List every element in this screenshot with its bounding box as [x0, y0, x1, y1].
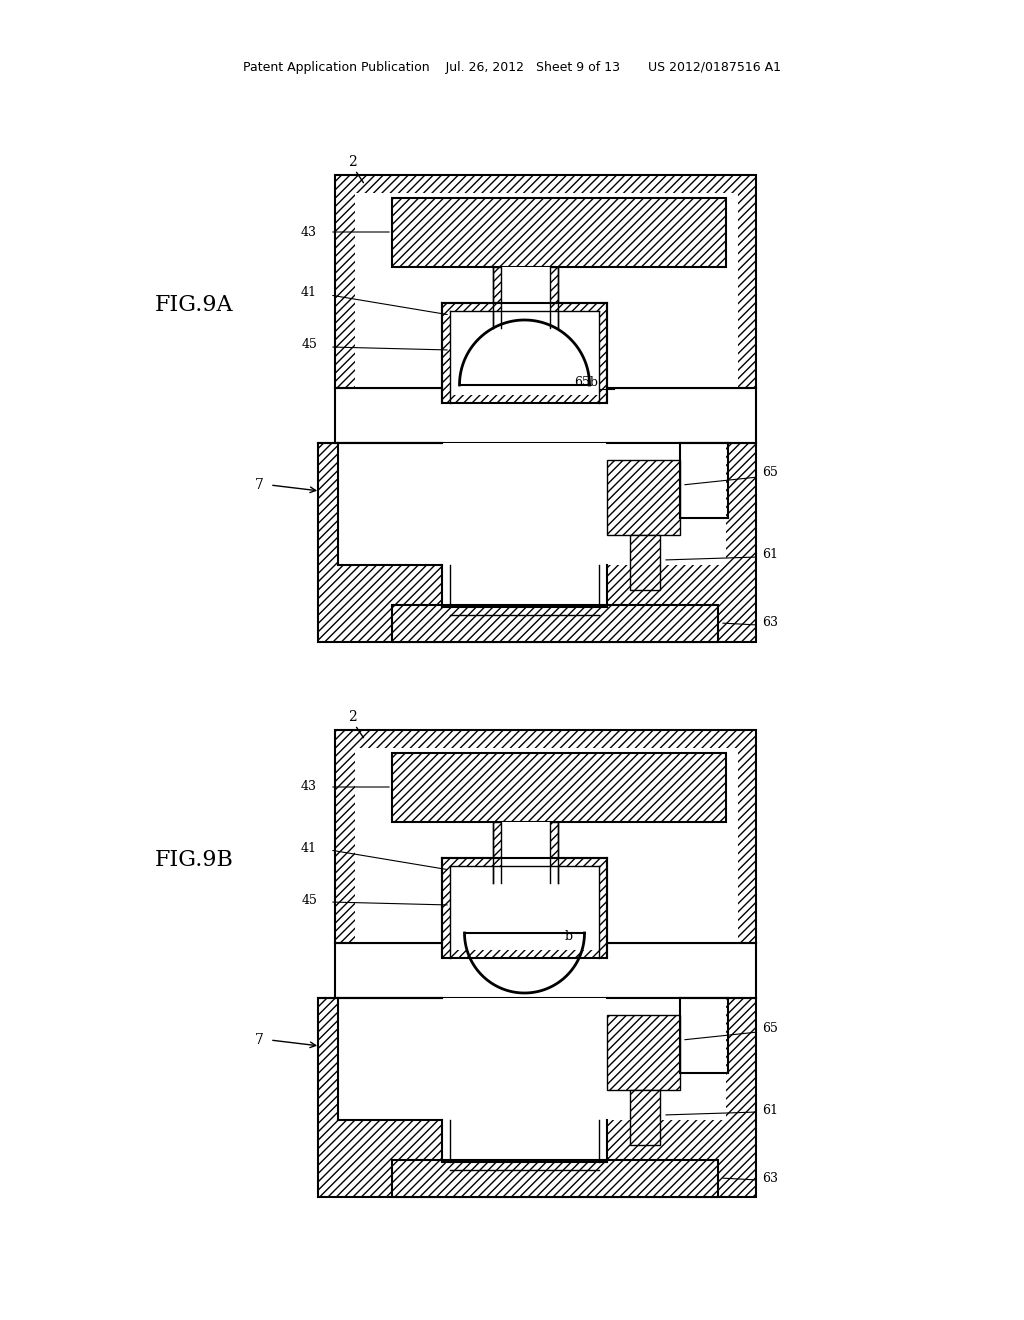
Bar: [338, 998, 442, 1119]
Text: 41: 41: [301, 842, 317, 854]
Bar: [493, 267, 558, 327]
Text: 63: 63: [762, 1172, 778, 1184]
Text: 2: 2: [348, 154, 356, 169]
Text: 65b: 65b: [574, 375, 598, 388]
Bar: [607, 459, 680, 535]
Text: 45: 45: [301, 338, 317, 351]
Bar: [392, 752, 726, 822]
Bar: [607, 998, 726, 1119]
Text: FIG.9B: FIG.9B: [155, 849, 233, 871]
Bar: [450, 866, 599, 950]
Text: 63: 63: [762, 616, 778, 630]
Bar: [442, 444, 607, 607]
Bar: [338, 444, 442, 565]
Bar: [501, 822, 550, 875]
Bar: [493, 822, 558, 883]
Text: 43: 43: [301, 226, 317, 239]
Text: 65: 65: [762, 1022, 778, 1035]
Text: 41: 41: [301, 286, 317, 300]
Bar: [392, 1160, 718, 1197]
Text: 45: 45: [301, 894, 317, 907]
Bar: [318, 998, 756, 1197]
Text: 7: 7: [255, 478, 264, 492]
Text: Patent Application Publication    Jul. 26, 2012   Sheet 9 of 13       US 2012/01: Patent Application Publication Jul. 26, …: [243, 62, 781, 74]
Text: 61: 61: [762, 1104, 778, 1117]
Bar: [442, 858, 607, 958]
Bar: [630, 1090, 660, 1144]
Text: 7: 7: [255, 1034, 264, 1047]
Bar: [392, 605, 718, 642]
Bar: [335, 730, 756, 942]
Bar: [335, 176, 756, 388]
Text: 2: 2: [348, 710, 356, 723]
Text: 43: 43: [301, 780, 317, 793]
Bar: [392, 198, 726, 267]
Bar: [501, 267, 550, 319]
Bar: [355, 193, 738, 388]
Text: 61: 61: [762, 549, 778, 561]
Bar: [450, 312, 599, 395]
Bar: [607, 1015, 680, 1090]
Bar: [442, 998, 607, 1162]
Bar: [355, 748, 738, 942]
Text: 65: 65: [762, 466, 778, 479]
Text: FIG.9A: FIG.9A: [155, 294, 233, 315]
Bar: [607, 444, 726, 565]
Text: b: b: [565, 931, 573, 944]
Bar: [630, 535, 660, 590]
Bar: [318, 444, 756, 642]
Bar: [442, 304, 607, 403]
